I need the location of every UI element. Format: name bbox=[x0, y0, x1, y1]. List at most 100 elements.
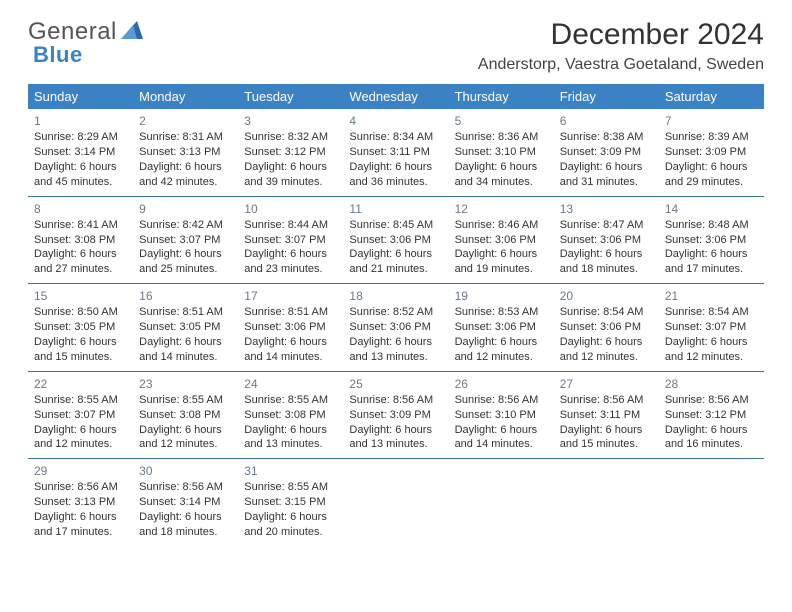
daylight-text: Daylight: 6 hours bbox=[665, 335, 758, 350]
daylight-text: and 16 minutes. bbox=[665, 437, 758, 452]
sunset-text: Sunset: 3:11 PM bbox=[349, 145, 442, 160]
day-number: 25 bbox=[349, 376, 442, 392]
calendar-day-cell: 1Sunrise: 8:29 AMSunset: 3:14 PMDaylight… bbox=[28, 109, 133, 196]
sunset-text: Sunset: 3:06 PM bbox=[560, 320, 653, 335]
day-number: 2 bbox=[139, 113, 232, 129]
sunset-text: Sunset: 3:06 PM bbox=[455, 320, 548, 335]
title-block: December 2024 Anderstorp, Vaestra Goetal… bbox=[478, 18, 764, 74]
sunrise-text: Sunrise: 8:36 AM bbox=[455, 130, 548, 145]
sunrise-text: Sunrise: 8:41 AM bbox=[34, 218, 127, 233]
daylight-text: Daylight: 6 hours bbox=[349, 160, 442, 175]
daylight-text: and 25 minutes. bbox=[139, 262, 232, 277]
daylight-text: and 15 minutes. bbox=[34, 350, 127, 365]
day-header-row: Sunday Monday Tuesday Wednesday Thursday… bbox=[28, 84, 764, 109]
sunrise-text: Sunrise: 8:32 AM bbox=[244, 130, 337, 145]
sunset-text: Sunset: 3:07 PM bbox=[665, 320, 758, 335]
sunset-text: Sunset: 3:12 PM bbox=[665, 408, 758, 423]
calendar-day-cell: 19Sunrise: 8:53 AMSunset: 3:06 PMDayligh… bbox=[449, 284, 554, 372]
sunrise-text: Sunrise: 8:39 AM bbox=[665, 130, 758, 145]
sunset-text: Sunset: 3:11 PM bbox=[560, 408, 653, 423]
day-header: Sunday bbox=[28, 84, 133, 109]
sunrise-text: Sunrise: 8:42 AM bbox=[139, 218, 232, 233]
daylight-text: and 17 minutes. bbox=[665, 262, 758, 277]
calendar-day-cell: 13Sunrise: 8:47 AMSunset: 3:06 PMDayligh… bbox=[554, 196, 659, 284]
calendar-week-row: 15Sunrise: 8:50 AMSunset: 3:05 PM Dayligh… bbox=[28, 284, 764, 372]
sunset-text: Sunset: 3:09 PM bbox=[349, 408, 442, 423]
sunrise-text: Sunrise: 8:56 AM bbox=[455, 393, 548, 408]
daylight-text: Daylight: 6 hours bbox=[665, 247, 758, 262]
daylight-text: Daylight: 6 hours bbox=[139, 510, 232, 525]
calendar-day-cell: 25Sunrise: 8:56 AMSunset: 3:09 PMDayligh… bbox=[343, 371, 448, 459]
sunset-text: Sunset: 3:07 PM bbox=[139, 233, 232, 248]
sunrise-text: Sunrise: 8:54 AM bbox=[665, 305, 758, 320]
calendar-day-cell: 29Sunrise: 8:56 AMSunset: 3:13 PMDayligh… bbox=[28, 459, 133, 546]
calendar-day-cell: 7Sunrise: 8:39 AMSunset: 3:09 PMDaylight… bbox=[659, 109, 764, 196]
daylight-text: and 39 minutes. bbox=[244, 175, 337, 190]
day-number: 7 bbox=[665, 113, 758, 129]
sunrise-text: Sunrise: 8:56 AM bbox=[665, 393, 758, 408]
calendar-day-cell: 24Sunrise: 8:55 AMSunset: 3:08 PMDayligh… bbox=[238, 371, 343, 459]
day-number: 3 bbox=[244, 113, 337, 129]
day-header: Friday bbox=[554, 84, 659, 109]
daylight-text: Daylight: 6 hours bbox=[455, 160, 548, 175]
daylight-text: and 14 minutes. bbox=[455, 437, 548, 452]
daylight-text: and 13 minutes. bbox=[349, 350, 442, 365]
daylight-text: and 42 minutes. bbox=[139, 175, 232, 190]
calendar-day-cell: 8Sunrise: 8:41 AMSunset: 3:08 PMDaylight… bbox=[28, 196, 133, 284]
daylight-text: and 18 minutes. bbox=[560, 262, 653, 277]
daylight-text: and 29 minutes. bbox=[665, 175, 758, 190]
day-number: 31 bbox=[244, 463, 337, 479]
daylight-text: and 12 minutes. bbox=[665, 350, 758, 365]
calendar-day-cell: 2Sunrise: 8:31 AMSunset: 3:13 PMDaylight… bbox=[133, 109, 238, 196]
sunrise-text: Sunrise: 8:56 AM bbox=[139, 480, 232, 495]
calendar-day-cell: 22Sunrise: 8:55 AMSunset: 3:07 PMDayligh… bbox=[28, 371, 133, 459]
day-number: 22 bbox=[34, 376, 127, 392]
day-number: 24 bbox=[244, 376, 337, 392]
calendar-week-row: 1Sunrise: 8:29 AMSunset: 3:14 PMDaylight… bbox=[28, 109, 764, 196]
daylight-text: Daylight: 6 hours bbox=[455, 423, 548, 438]
daylight-text: and 13 minutes. bbox=[349, 437, 442, 452]
sunset-text: Sunset: 3:12 PM bbox=[244, 145, 337, 160]
day-number: 18 bbox=[349, 288, 442, 304]
sunset-text: Sunset: 3:10 PM bbox=[455, 408, 548, 423]
daylight-text: Daylight: 6 hours bbox=[349, 247, 442, 262]
sunrise-text: Sunrise: 8:51 AM bbox=[139, 305, 232, 320]
calendar-day-cell: 3Sunrise: 8:32 AMSunset: 3:12 PMDaylight… bbox=[238, 109, 343, 196]
day-number: 11 bbox=[349, 201, 442, 217]
location: Anderstorp, Vaestra Goetaland, Sweden bbox=[478, 56, 764, 74]
sunset-text: Sunset: 3:05 PM bbox=[34, 320, 127, 335]
calendar-day-cell: 16Sunrise: 8:51 AMSunset: 3:05 PMDayligh… bbox=[133, 284, 238, 372]
sunrise-text: Sunrise: 8:51 AM bbox=[244, 305, 337, 320]
sunrise-text: Sunrise: 8:56 AM bbox=[349, 393, 442, 408]
sunset-text: Sunset: 3:10 PM bbox=[455, 145, 548, 160]
sunrise-text: Sunrise: 8:46 AM bbox=[455, 218, 548, 233]
daylight-text: Daylight: 6 hours bbox=[139, 423, 232, 438]
sunset-text: Sunset: 3:06 PM bbox=[455, 233, 548, 248]
daylight-text: and 18 minutes. bbox=[139, 525, 232, 540]
day-number: 27 bbox=[560, 376, 653, 392]
day-number: 12 bbox=[455, 201, 548, 217]
sunrise-text: Sunrise: 8:34 AM bbox=[349, 130, 442, 145]
sunset-text: Sunset: 3:06 PM bbox=[244, 320, 337, 335]
sunset-text: Sunset: 3:14 PM bbox=[139, 495, 232, 510]
day-number: 26 bbox=[455, 376, 548, 392]
daylight-text: and 15 minutes. bbox=[560, 437, 653, 452]
calendar-day-cell bbox=[659, 459, 764, 546]
daylight-text: Daylight: 6 hours bbox=[665, 423, 758, 438]
day-number: 15 bbox=[34, 288, 127, 304]
day-number: 23 bbox=[139, 376, 232, 392]
calendar-day-cell bbox=[449, 459, 554, 546]
calendar-day-cell: 26Sunrise: 8:56 AMSunset: 3:10 PMDayligh… bbox=[449, 371, 554, 459]
sunrise-text: Sunrise: 8:54 AM bbox=[560, 305, 653, 320]
daylight-text: Daylight: 6 hours bbox=[244, 423, 337, 438]
sunrise-text: Sunrise: 8:52 AM bbox=[349, 305, 442, 320]
sunset-text: Sunset: 3:06 PM bbox=[560, 233, 653, 248]
day-number: 17 bbox=[244, 288, 337, 304]
sunset-text: Sunset: 3:08 PM bbox=[139, 408, 232, 423]
day-number: 19 bbox=[455, 288, 548, 304]
sunrise-text: Sunrise: 8:50 AM bbox=[34, 305, 127, 320]
sunrise-text: Sunrise: 8:56 AM bbox=[560, 393, 653, 408]
day-header: Tuesday bbox=[238, 84, 343, 109]
calendar-day-cell: 21Sunrise: 8:54 AMSunset: 3:07 PMDayligh… bbox=[659, 284, 764, 372]
sunset-text: Sunset: 3:14 PM bbox=[34, 145, 127, 160]
